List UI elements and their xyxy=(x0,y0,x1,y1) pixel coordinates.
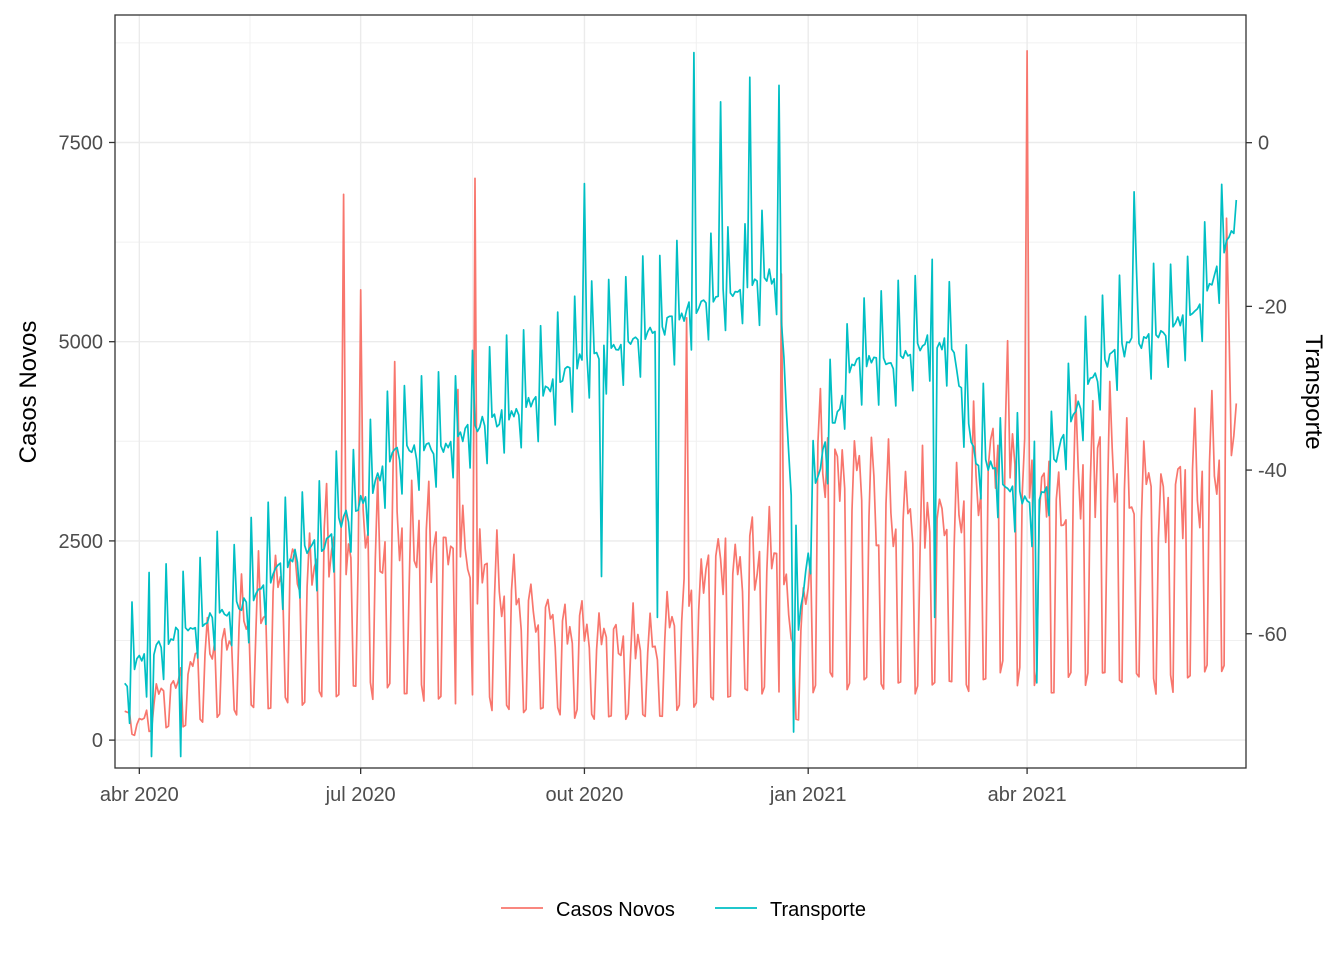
series-layer xyxy=(124,50,1238,758)
series-line-casos-novos xyxy=(124,50,1238,737)
legend-label-casos-novos: Casos Novos xyxy=(556,899,675,921)
y-axis-left: 0 2500 5000 7500 xyxy=(59,132,115,752)
x-tick-label: abr 2021 xyxy=(988,784,1067,806)
y-axis-title: Casos Novos xyxy=(15,321,42,464)
x-axis: abr 2020 jul 2020 out 2020 jan 2021 abr 2021 xyxy=(100,768,1067,806)
series-line-transporte xyxy=(124,51,1238,758)
y-axis-right: 0 -20 -40 -60 xyxy=(1246,133,1287,646)
y2-tick-label: -60 xyxy=(1258,624,1287,646)
y-tick-label: 5000 xyxy=(59,332,104,354)
x-tick-label: abr 2020 xyxy=(100,784,179,806)
x-tick-label: jan 2021 xyxy=(769,784,847,806)
y-tick-label: 7500 xyxy=(59,132,104,154)
plot-border xyxy=(114,14,1247,769)
legend: Casos Novos Transporte xyxy=(501,899,866,921)
y2-tick-label: -40 xyxy=(1258,460,1287,482)
x-tick-label: out 2020 xyxy=(545,784,623,806)
x-tick-label: jul 2020 xyxy=(325,784,396,806)
grid-minor xyxy=(115,15,1246,768)
y-tick-label: 0 xyxy=(92,730,103,752)
y2-tick-label: 0 xyxy=(1258,133,1269,155)
y2-axis-title: Transporte xyxy=(1300,334,1327,449)
y2-tick-label: -20 xyxy=(1258,296,1287,318)
y-tick-label: 2500 xyxy=(59,531,104,553)
legend-label-transporte: Transporte xyxy=(770,899,866,921)
